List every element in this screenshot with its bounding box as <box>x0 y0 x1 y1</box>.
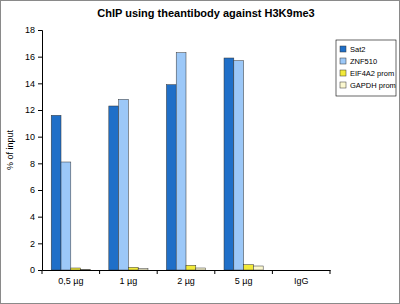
x-tick-label: IgG <box>294 276 309 286</box>
legend: Sat2 ZNF510 EIF4A2 prom GAPDH prom <box>336 40 396 96</box>
y-tick: 8 <box>30 159 42 169</box>
x-separator <box>214 270 215 274</box>
x-tick: 1 µg <box>120 270 138 286</box>
bar <box>81 269 91 270</box>
bar <box>109 106 119 270</box>
y-tick-mark <box>38 110 42 111</box>
y-tick: 4 <box>30 212 42 222</box>
legend-item: ZNF510 <box>340 57 377 66</box>
x-separator <box>272 270 273 274</box>
x-tick: 5 µg <box>235 270 253 286</box>
bar <box>61 162 71 270</box>
y-tick-label: 8 <box>30 159 35 169</box>
x-tick: IgG <box>294 270 309 286</box>
y-tick-mark <box>38 30 42 31</box>
x-separator <box>42 270 43 274</box>
legend-swatch <box>340 70 346 76</box>
bar <box>253 266 263 270</box>
bar <box>196 268 206 270</box>
x-tick-label: 0,5 µg <box>58 276 83 286</box>
legend-item: Sat2 <box>340 45 365 54</box>
y-tick-mark <box>38 163 42 164</box>
x-separator <box>157 270 158 274</box>
legend-box <box>336 40 396 96</box>
bars <box>51 53 263 270</box>
y-tick: 12 <box>25 105 42 115</box>
y-tick-label: 4 <box>30 212 35 222</box>
y-tick-mark <box>38 217 42 218</box>
y-tick-label: 0 <box>30 265 35 275</box>
y-tick: 14 <box>25 79 42 89</box>
bar <box>244 265 254 270</box>
legend-swatch <box>340 58 346 64</box>
bar <box>224 58 234 270</box>
legend-swatch <box>340 46 346 52</box>
y-tick-mark <box>38 243 42 244</box>
bar <box>301 270 311 271</box>
y-tick: 16 <box>25 52 42 62</box>
y-axis-title: % of input <box>5 129 15 170</box>
x-tick: 0,5 µg <box>58 270 83 286</box>
title: ChIP using theantibody against H3K9me3 <box>97 7 314 19</box>
y-tick: 0 <box>30 265 42 275</box>
x-tick-label: 5 µg <box>235 276 253 286</box>
bar <box>282 270 292 271</box>
x-tick-label: 1 µg <box>120 276 138 286</box>
bar <box>138 269 148 270</box>
y-tick-label: 16 <box>25 52 35 62</box>
x-axis: 0,5 µg 1 µg 2 µg 5 µg IgG <box>43 270 331 286</box>
x-separator <box>330 270 331 274</box>
bar <box>71 268 81 270</box>
plot: 0 2 4 6 8 10 12 14 16 18 0,5 µg 1 µg 2 µg 5 µg IgG <box>25 25 331 285</box>
y-tick-label: 6 <box>30 185 35 195</box>
bar <box>128 267 138 270</box>
bar <box>119 99 129 270</box>
legend-label: EIF4A2 prom <box>350 69 394 78</box>
y-axis: 0 2 4 6 8 10 12 14 16 18 <box>25 25 43 275</box>
y-tick-mark <box>38 83 42 84</box>
y-tick: 6 <box>30 185 42 195</box>
x-tick-label: 2 µg <box>177 276 195 286</box>
y-tick-mark <box>38 190 42 191</box>
legend-label: ZNF510 <box>350 57 377 66</box>
y-tick-label: 2 <box>30 239 35 249</box>
y-tick-mark <box>38 57 42 58</box>
y-tick-label: 18 <box>25 25 35 35</box>
legend-item: EIF4A2 prom <box>340 69 394 78</box>
x-separator <box>99 270 100 274</box>
y-tick-label: 14 <box>25 79 35 89</box>
y-axis-line <box>38 31 43 271</box>
y-tick-mark <box>38 270 42 271</box>
legend-swatch <box>340 82 346 88</box>
x-axis-line <box>43 270 331 271</box>
chart: ChIP using theantibody against H3K9me3 % … <box>0 0 400 304</box>
y-tick-label: 10 <box>25 132 35 142</box>
y-tick: 10 <box>25 132 42 142</box>
bar <box>311 270 321 271</box>
y-tick-label: 12 <box>25 105 35 115</box>
bar <box>234 61 244 270</box>
y-tick-mark <box>38 137 42 138</box>
bar <box>176 53 186 270</box>
legend-label: Sat2 <box>350 45 365 54</box>
chart-border <box>1 1 400 304</box>
bar <box>166 85 176 270</box>
y-tick: 2 <box>30 239 42 249</box>
bar <box>291 270 301 271</box>
bar <box>186 265 196 270</box>
y-tick: 18 <box>25 25 42 35</box>
legend-label: GAPDH prom <box>350 81 396 90</box>
bar <box>51 115 61 270</box>
x-tick: 2 µg <box>177 270 195 286</box>
legend-item: GAPDH prom <box>340 81 396 90</box>
